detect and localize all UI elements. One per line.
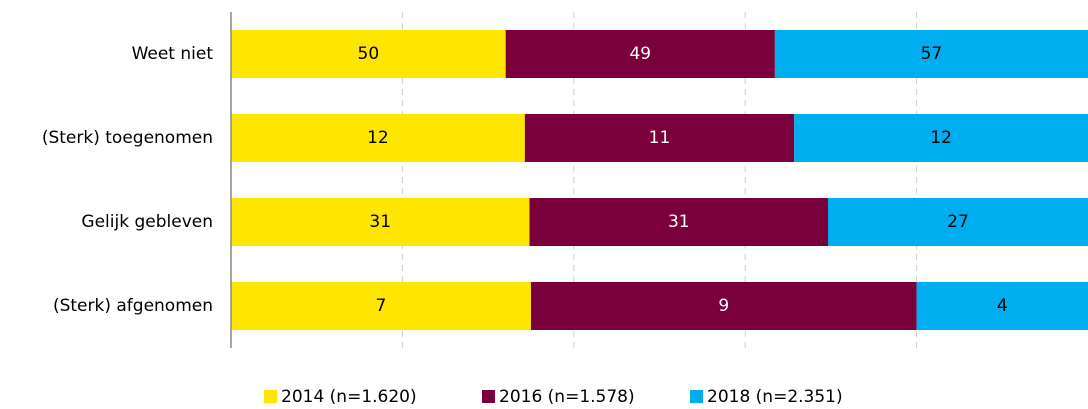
data-label: 4 (997, 296, 1008, 316)
data-label: 12 (367, 128, 389, 148)
y-tick-label: (Sterk) afgenomen (53, 296, 213, 316)
bar-segment (828, 198, 1088, 246)
bar-segment (794, 114, 1088, 162)
y-tick-label: Weet niet (132, 44, 214, 64)
data-label: 57 (921, 44, 943, 64)
bar-segment (524, 114, 795, 162)
legend-label: 2016 (n=1.578) (499, 387, 635, 407)
bar-segment (529, 198, 829, 246)
legend-swatch (264, 390, 277, 403)
data-label: 11 (649, 128, 671, 148)
data-label: 12 (930, 128, 952, 148)
data-label: 31 (369, 212, 391, 232)
data-label: 7 (376, 296, 387, 316)
data-label: 27 (947, 212, 969, 232)
legend-label: 2014 (n=1.620) (281, 387, 417, 407)
y-tick-label: (Sterk) toegenomen (42, 128, 213, 148)
y-tick-label: Gelijk gebleven (81, 212, 213, 232)
bar-segment (505, 30, 775, 78)
bar-segment (231, 282, 531, 330)
bar-segment (231, 114, 525, 162)
legend-swatch (482, 390, 495, 403)
legend-swatch (690, 390, 703, 403)
bar-segment (231, 198, 530, 246)
bar-segment (916, 282, 1088, 330)
data-label: 31 (668, 212, 690, 232)
legend-label: 2018 (n=2.351) (707, 387, 843, 407)
data-label: 50 (358, 44, 380, 64)
data-label: 49 (629, 44, 651, 64)
bar-segment (231, 30, 506, 78)
bar-segment (774, 30, 1088, 78)
data-label: 9 (718, 296, 729, 316)
bar-segment (530, 282, 917, 330)
